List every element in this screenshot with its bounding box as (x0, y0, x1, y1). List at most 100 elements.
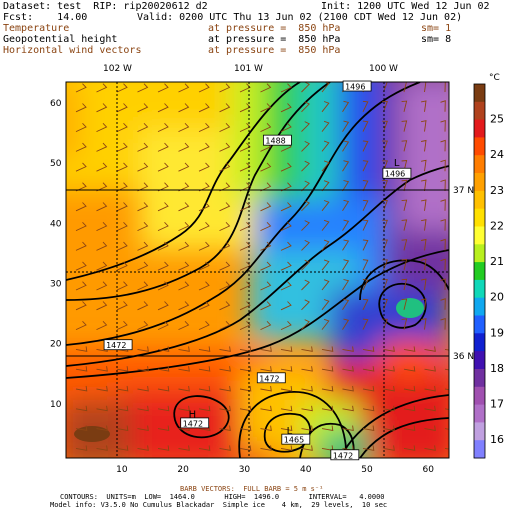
wind-barb (96, 445, 108, 451)
wind-barb (116, 425, 129, 432)
wind-barb (198, 241, 210, 251)
wind-barb (321, 366, 334, 372)
wind-barb (260, 346, 272, 352)
wind-barb (342, 279, 350, 291)
wind-barb (96, 281, 108, 291)
colorbar-label: 22 (490, 220, 504, 233)
wind-barb (198, 320, 210, 331)
colorbar-label: 23 (490, 184, 504, 197)
wind-barb (178, 385, 190, 392)
wind-barb (342, 318, 350, 330)
wind-barb (440, 258, 446, 271)
wind-barb (157, 405, 170, 412)
wind-barb (421, 120, 427, 132)
wind-barb (137, 405, 149, 412)
wind-barb (260, 103, 272, 113)
wind-barb (301, 140, 310, 152)
wind-barb (137, 385, 149, 392)
wind-barb (137, 103, 149, 113)
colorbar-label: 17 (490, 398, 504, 411)
wind-barb (321, 405, 334, 412)
x-tick-label: 20 (177, 465, 189, 475)
wind-barb (219, 122, 231, 133)
wind-barb (198, 405, 211, 412)
wind-barb (382, 239, 388, 251)
contour-label: 1472 (333, 451, 353, 460)
wind-barb (280, 221, 292, 232)
wind-barb (421, 238, 427, 251)
wind-barb (301, 101, 310, 113)
wind-barb (280, 425, 293, 432)
wind-barb (382, 219, 388, 231)
wind-barb (198, 346, 211, 352)
lon-label: 101 W (234, 64, 263, 74)
wind-barb (75, 425, 88, 432)
wind-barb (116, 366, 129, 372)
wind-barb (219, 182, 231, 192)
colorbar-swatch (474, 386, 485, 406)
x-tick-label: 40 (300, 465, 312, 475)
wind-barb (178, 142, 190, 152)
wind-barb (401, 278, 408, 291)
wind-barb (198, 281, 210, 291)
wind-barb (321, 219, 330, 231)
wind-barb (301, 346, 313, 352)
wind-barb (239, 281, 251, 291)
wind-barb (362, 298, 369, 310)
wind-barb (239, 122, 251, 133)
wind-barb (280, 162, 292, 172)
wind-barb (239, 182, 251, 192)
wind-barb (137, 142, 149, 152)
wind-barb (116, 221, 128, 232)
wind-barb (260, 425, 272, 432)
wind-barb (321, 425, 334, 432)
wind-barb (421, 298, 427, 310)
temperature-field (66, 82, 449, 458)
wind-barb (280, 83, 292, 93)
wind-barb (96, 320, 108, 331)
wind-barb (421, 139, 427, 152)
wind-barb (96, 425, 108, 432)
wind-barb (321, 120, 330, 132)
wind-barbs (75, 82, 449, 451)
wind-barb (403, 346, 416, 352)
pressure-center-marker: L (394, 158, 400, 169)
wind-barb (342, 140, 350, 152)
wind-barb (401, 100, 408, 112)
wind-barb (96, 241, 108, 251)
latlon-grid (66, 82, 449, 458)
wind-barb (362, 346, 375, 352)
wind-barb (178, 241, 190, 251)
wind-barb (301, 319, 310, 330)
contour-label: 1472 (259, 374, 279, 383)
wind-barb (301, 279, 310, 291)
wind-barb (239, 366, 252, 372)
x-tick-label: 30 (239, 465, 251, 475)
wind-barb (75, 366, 88, 372)
wind-barb (321, 140, 330, 152)
wind-barb (440, 218, 446, 231)
wind-barb (157, 122, 169, 133)
wind-barb (219, 405, 231, 412)
y-tick-label: 60 (50, 99, 62, 109)
wind-barb (280, 366, 293, 372)
wind-barb (178, 301, 190, 311)
wind-barb (178, 346, 190, 352)
y-tick-label: 40 (50, 219, 62, 229)
wind-barb (280, 182, 292, 192)
wind-barb (421, 278, 427, 291)
wind-barb (301, 366, 313, 372)
lon-label: 100 W (369, 64, 398, 74)
wind-barb (321, 259, 330, 271)
colorbar-swatch (474, 440, 485, 459)
wind-barb (116, 83, 128, 93)
wind-barb (382, 160, 388, 172)
wind-barb (362, 385, 375, 392)
wind-barb (342, 160, 350, 172)
wind-barb (219, 445, 231, 451)
wind-barb (198, 103, 210, 113)
wind-barb (178, 366, 190, 372)
wind-barb (219, 83, 231, 93)
wind-barb (178, 221, 190, 232)
wind-barb (260, 241, 272, 251)
